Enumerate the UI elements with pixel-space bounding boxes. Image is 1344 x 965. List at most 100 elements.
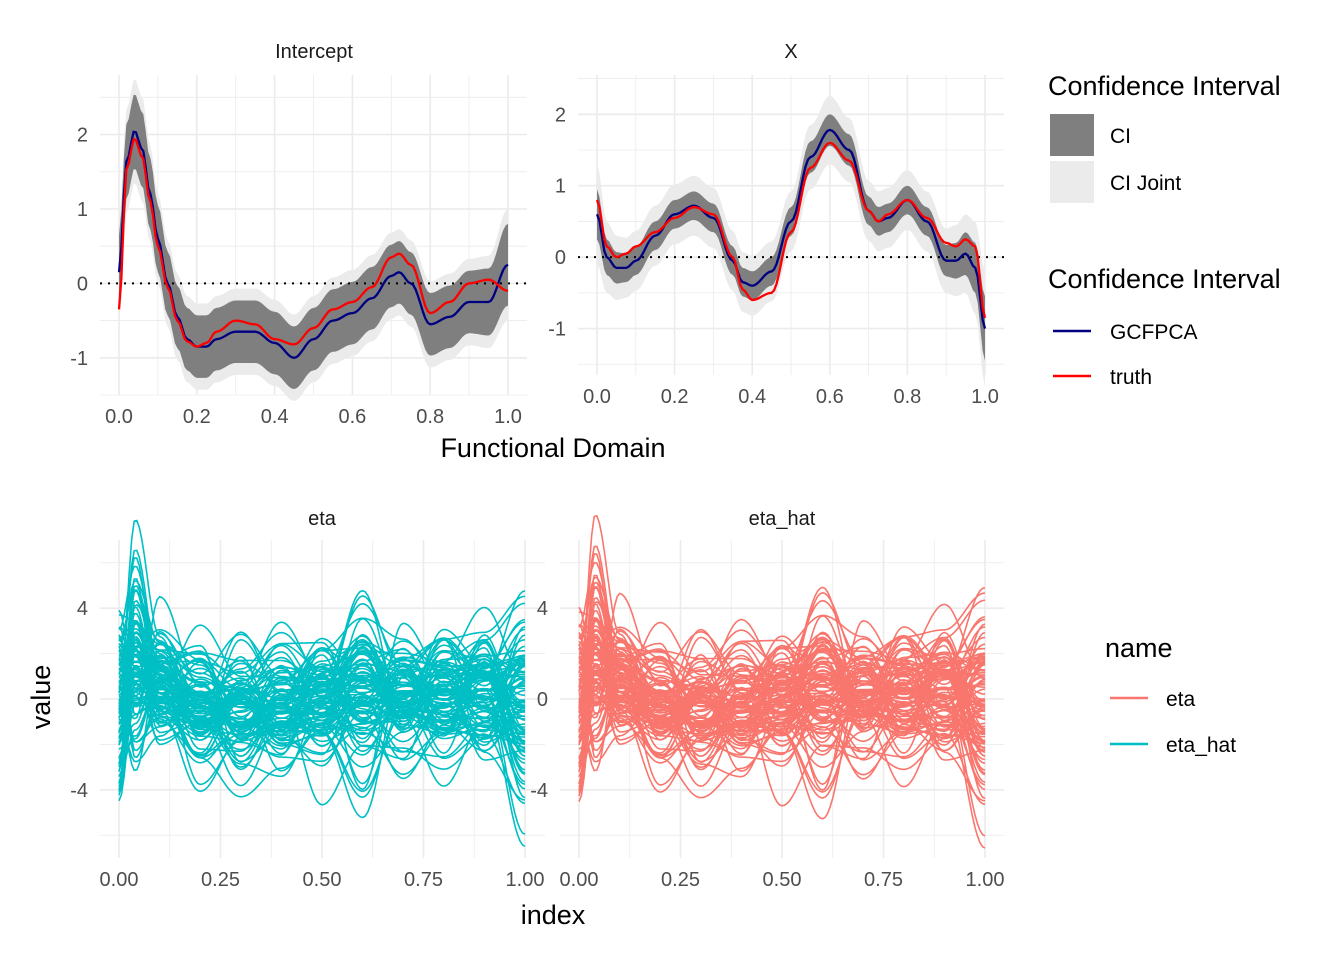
y-tick-label: 0 xyxy=(537,689,548,711)
curve-line xyxy=(578,636,986,724)
curve-line xyxy=(118,645,526,793)
x-tick-label: 0.00 xyxy=(100,869,139,891)
curve-line xyxy=(118,630,526,735)
y-tick-label: 0 xyxy=(555,247,566,269)
x-tick-label: 0.75 xyxy=(864,869,903,891)
x-tick-label: 1.00 xyxy=(506,869,545,891)
panel-title: Intercept xyxy=(275,41,353,63)
y-tick-label: 1 xyxy=(77,199,88,221)
panel-title: eta xyxy=(308,508,337,530)
legend-label-eta-hat: eta_hat xyxy=(1166,734,1236,757)
legend-confidence-fill: Confidence Interval CI CI Joint xyxy=(1048,71,1281,203)
truth-line xyxy=(595,141,987,319)
legend-title: Confidence Interval xyxy=(1048,71,1281,101)
curve-line xyxy=(118,622,526,717)
curve-line xyxy=(118,680,526,777)
curve-line xyxy=(118,641,526,758)
x-tick-label: 0.0 xyxy=(583,386,611,408)
curve-line xyxy=(118,617,526,742)
curve-line xyxy=(118,617,526,801)
x-tick-label: 0.0 xyxy=(105,406,133,428)
legend-name: name eta eta_hat xyxy=(1105,633,1236,757)
x-tick-label: 0.2 xyxy=(183,406,211,428)
curve-line xyxy=(118,663,526,761)
curve-line xyxy=(118,638,526,715)
x-tick-label: 0.75 xyxy=(404,869,443,891)
top-x-axis-title: Functional Domain xyxy=(440,433,665,463)
curve-line xyxy=(578,635,986,714)
curve-line xyxy=(578,636,986,736)
x-tick-label: 1.0 xyxy=(494,406,522,428)
curve-line xyxy=(118,649,525,730)
panel-eta-hat: eta_hat 0.00 0.25 0.50 0.75 1.00 -4 0 4 xyxy=(530,508,1004,891)
x-tick-label: 0.25 xyxy=(201,869,240,891)
y-tick-label: 0 xyxy=(77,273,88,295)
y-tick-label: 2 xyxy=(555,104,566,126)
curve-line xyxy=(118,628,526,741)
curve-line xyxy=(578,632,986,799)
legend-label-ci-joint: CI Joint xyxy=(1110,172,1181,195)
x-tick-label: 1.0 xyxy=(971,386,999,408)
curve-line xyxy=(578,679,986,777)
legend-label-eta: eta xyxy=(1166,688,1196,711)
bottom-x-axis-title: index xyxy=(521,900,586,930)
panel-x: X 0.0 0.2 0.4 0.6 0.8 1.0 -1 0 1 2 xyxy=(548,41,1004,408)
y-tick-label: 0 xyxy=(77,689,88,711)
legend-confidence-line: Confidence Interval GCFPCA truth xyxy=(1048,264,1281,389)
x-tick-label: 0.25 xyxy=(661,869,700,891)
y-tick-label: 2 xyxy=(77,125,88,147)
curve-line xyxy=(118,633,526,710)
curve-line xyxy=(118,595,526,743)
x-tick-label: 0.2 xyxy=(661,386,689,408)
y-tick-label: -4 xyxy=(530,780,548,802)
x-tick-label: 0.6 xyxy=(816,386,844,408)
curve-line xyxy=(578,628,986,735)
x-tick-label: 1.00 xyxy=(966,869,1005,891)
legend-label-truth: truth xyxy=(1110,366,1152,389)
legend-label-ci: CI xyxy=(1110,125,1131,148)
curve-line xyxy=(578,652,986,759)
legend-title: Confidence Interval xyxy=(1048,264,1281,294)
curve-line xyxy=(578,626,986,741)
y-tick-label: -1 xyxy=(548,319,566,341)
panel-title: eta_hat xyxy=(749,508,816,530)
curve-line xyxy=(578,643,986,793)
curve-line xyxy=(578,630,986,709)
bottom-y-axis-title: value xyxy=(26,665,56,730)
x-tick-label: 0.50 xyxy=(303,869,342,891)
curve-line xyxy=(118,654,526,759)
y-tick-label: 4 xyxy=(77,598,88,620)
legend-key-ci-joint xyxy=(1050,161,1094,203)
curve-line xyxy=(118,589,526,748)
curve-line xyxy=(118,595,526,723)
curve-line xyxy=(578,661,986,761)
curve-line xyxy=(578,585,986,747)
curve-line xyxy=(578,639,986,758)
y-tick-label: 4 xyxy=(537,598,548,620)
curve-line xyxy=(578,591,986,722)
x-tick-label: 0.4 xyxy=(261,406,289,428)
curve-line xyxy=(578,586,986,721)
y-tick-label: -4 xyxy=(70,780,88,802)
x-tick-label: 0.00 xyxy=(560,869,599,891)
curve-line xyxy=(578,647,985,729)
x-tick-label: 0.4 xyxy=(738,386,766,408)
curve-line xyxy=(118,638,526,737)
curve-line xyxy=(578,656,986,743)
gcfpca-line xyxy=(595,128,987,329)
curve-line xyxy=(578,619,986,716)
curve-line xyxy=(118,637,526,765)
legend-label-gcfpca: GCFPCA xyxy=(1110,321,1198,344)
curve-line xyxy=(578,614,986,742)
y-tick-label: -1 xyxy=(70,348,88,370)
panel-title: X xyxy=(784,41,797,63)
x-tick-label: 0.8 xyxy=(893,386,921,408)
truth-line xyxy=(117,138,509,348)
ci-joint-band xyxy=(597,95,985,386)
x-tick-label: 0.8 xyxy=(416,406,444,428)
y-tick-label: 1 xyxy=(555,176,566,198)
ci-band xyxy=(119,94,508,389)
x-tick-label: 0.50 xyxy=(763,869,802,891)
